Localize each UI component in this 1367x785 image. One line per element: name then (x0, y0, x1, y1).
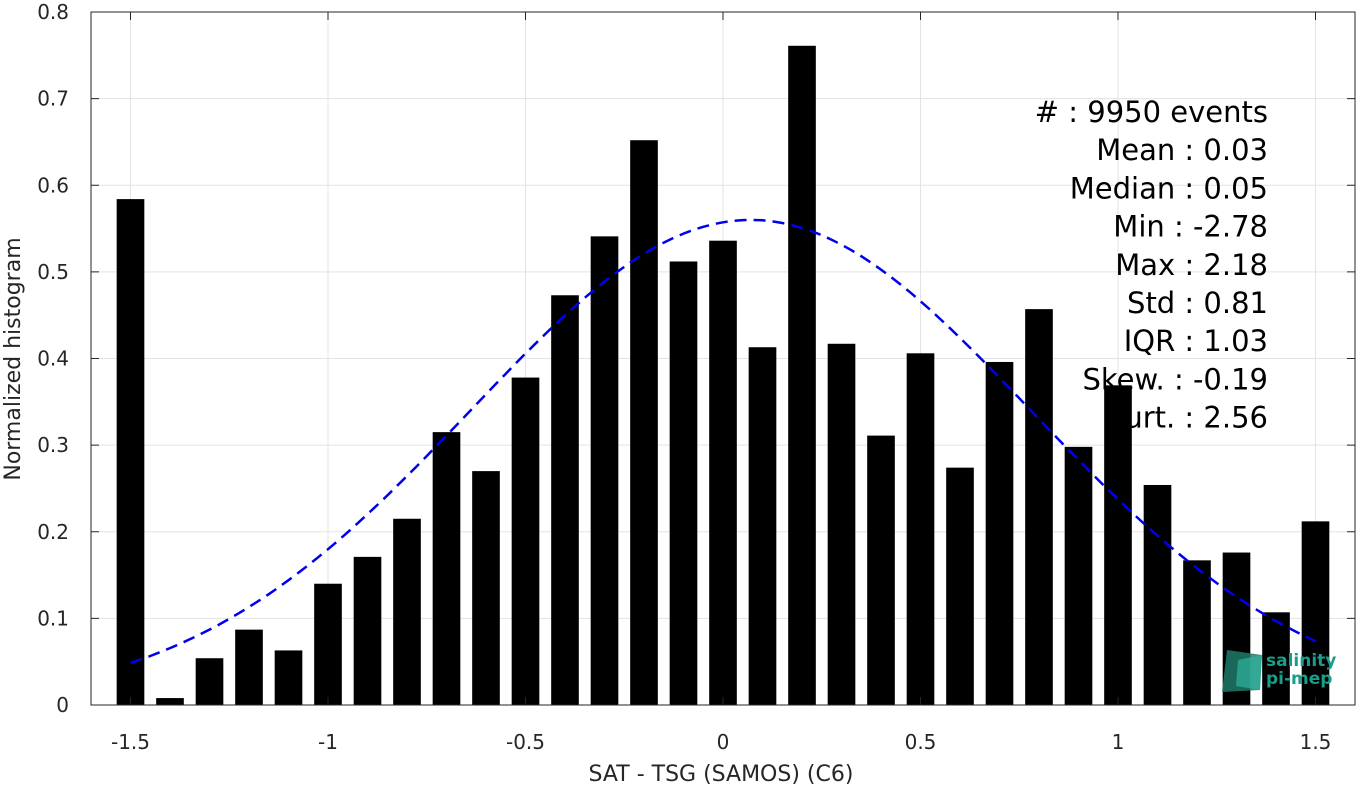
y-tick-label: 0.4 (37, 347, 69, 371)
histogram-bar (946, 467, 974, 705)
x-tick-label: 1.5 (1300, 730, 1332, 754)
x-tick-label: 0 (717, 730, 730, 754)
stats-line: Min : -2.78 (1113, 210, 1268, 244)
histogram-bar (1104, 385, 1132, 705)
axes-frame (90, 11, 1356, 706)
histogram-bar (353, 556, 382, 705)
y-tick-label: 0.2 (37, 520, 69, 544)
stats-line: IQR : 1.03 (1124, 324, 1268, 358)
stats-line: Skew. : -0.19 (1082, 362, 1268, 396)
histogram-bar (274, 650, 303, 705)
logo-cube-shade-icon (1236, 655, 1262, 690)
x-tick-labels: -1.5 -1 -0.5 0 0.5 1 1.5 (111, 730, 1331, 754)
y-tick-label: 0.8 (37, 0, 69, 24)
stats-line: Max : 2.18 (1115, 248, 1268, 282)
histogram-bar (511, 377, 540, 705)
histogram-bar (748, 347, 777, 705)
histogram-bar (709, 240, 737, 705)
histogram-bar (630, 140, 658, 705)
stats-line: Mean : 0.03 (1096, 133, 1268, 167)
histogram-bar (827, 343, 856, 705)
x-tick-label: -0.5 (506, 730, 545, 754)
histogram-bar (1025, 309, 1053, 705)
stats-line: Std : 0.81 (1127, 286, 1268, 320)
histogram-bar (1183, 560, 1211, 705)
histogram-bar (1301, 521, 1330, 705)
histogram-bar (669, 261, 698, 705)
y-tick-label: 0.3 (37, 433, 69, 457)
y-tick-label: 0.7 (37, 87, 69, 111)
y-axis-title: Normalized histogram (1, 237, 26, 480)
histogram-bar (156, 698, 184, 705)
y-tick-label: 0.1 (37, 606, 69, 630)
histogram-bar (788, 45, 816, 705)
histogram-bar (195, 658, 224, 705)
x-tick-label: -1 (318, 730, 338, 754)
histogram-bar (1064, 446, 1093, 705)
histogram-bar (393, 518, 421, 705)
histogram-bar (1262, 612, 1290, 705)
stats-line: Kurt. : 2.56 (1107, 401, 1268, 435)
x-axis-title: SAT - TSG (SAMOS) (C6) (589, 762, 854, 785)
logo-line1: salinity (1266, 651, 1336, 671)
stats-line: # : 9950 events (1035, 95, 1268, 129)
histogram-bar (590, 236, 619, 705)
x-tick-label: 1 (1112, 730, 1125, 754)
logo-line2: pi-mep (1266, 669, 1332, 689)
histogram-bar (985, 361, 1014, 705)
y-tick-label: 0.5 (37, 260, 69, 284)
histogram-bar (116, 199, 145, 706)
histogram-bar (906, 353, 935, 705)
y-tick-label: 0 (56, 693, 69, 717)
stats-box: # : 9950 events Mean : 0.03 Median : 0.05 M… (1035, 95, 1268, 435)
histogram-bar (551, 295, 579, 705)
y-tick-labels: 0 0.1 0.2 0.3 0.4 0.5 0.6 0.7 0.8 (37, 0, 69, 717)
salinity-pimep-logo: salinity pi-mep (1222, 650, 1336, 692)
histogram-bar (472, 471, 500, 705)
y-tick-label: 0.6 (37, 173, 69, 197)
histogram-bar (432, 432, 461, 705)
x-tick-label: -1.5 (111, 730, 150, 754)
histogram-bar (1143, 484, 1172, 705)
normal-fit-curve (130, 218, 1317, 665)
histogram-bar (235, 629, 263, 705)
histogram-bar (867, 435, 895, 705)
histogram-bar (314, 583, 342, 705)
stats-line: Median : 0.05 (1070, 171, 1268, 205)
x-tick-label: 0.5 (905, 730, 937, 754)
